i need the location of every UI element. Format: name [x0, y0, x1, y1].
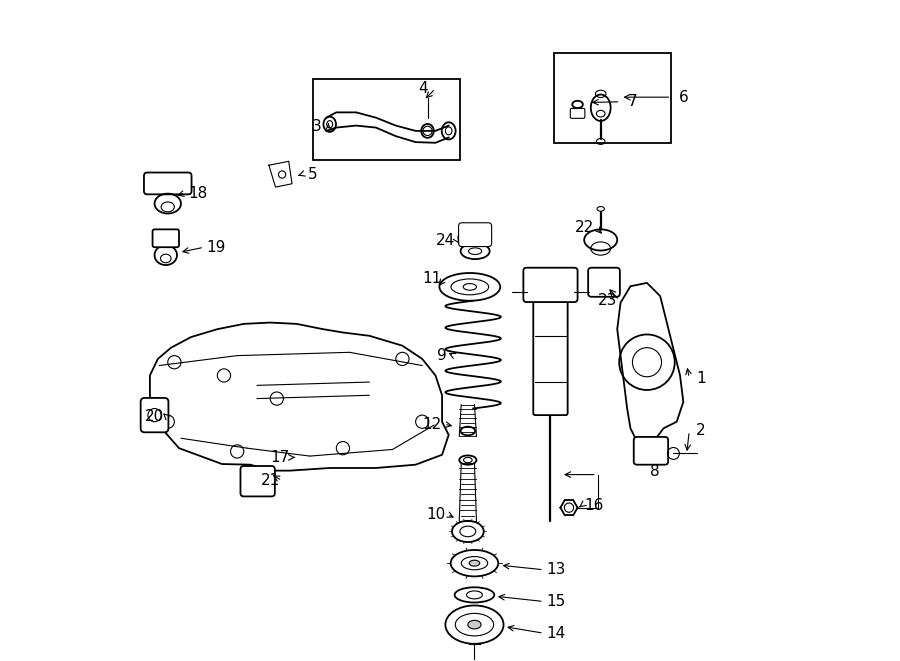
Text: 1: 1 — [697, 371, 706, 385]
Text: 24: 24 — [436, 233, 455, 248]
Ellipse shape — [468, 620, 482, 629]
Text: 7: 7 — [627, 95, 637, 109]
Text: 17: 17 — [271, 450, 290, 465]
Text: 9: 9 — [437, 348, 447, 363]
Text: 8: 8 — [650, 464, 660, 479]
FancyBboxPatch shape — [634, 437, 668, 465]
Text: 16: 16 — [584, 498, 604, 512]
FancyBboxPatch shape — [534, 287, 568, 415]
Bar — [554, 53, 671, 143]
Text: 12: 12 — [422, 417, 442, 432]
FancyBboxPatch shape — [240, 466, 274, 496]
Text: 14: 14 — [546, 626, 565, 641]
Text: 5: 5 — [309, 167, 318, 182]
FancyBboxPatch shape — [588, 268, 620, 297]
Text: 19: 19 — [206, 240, 226, 254]
Text: 15: 15 — [546, 594, 565, 609]
FancyBboxPatch shape — [140, 398, 168, 432]
Text: 13: 13 — [546, 563, 565, 577]
Text: 21: 21 — [261, 473, 280, 488]
Text: 10: 10 — [426, 507, 446, 522]
Bar — [313, 79, 460, 160]
Text: 20: 20 — [145, 409, 164, 424]
Text: 11: 11 — [422, 272, 442, 286]
Text: 3: 3 — [311, 120, 321, 134]
Text: 23: 23 — [598, 293, 617, 307]
Ellipse shape — [469, 561, 480, 566]
FancyBboxPatch shape — [144, 173, 192, 194]
Text: 22: 22 — [574, 220, 594, 235]
Text: 2: 2 — [697, 424, 706, 438]
Text: 18: 18 — [188, 186, 207, 200]
Text: 6: 6 — [679, 90, 688, 104]
FancyBboxPatch shape — [571, 108, 585, 118]
FancyBboxPatch shape — [459, 223, 491, 247]
FancyBboxPatch shape — [153, 229, 179, 247]
FancyBboxPatch shape — [524, 268, 578, 302]
Text: 4: 4 — [418, 81, 428, 96]
